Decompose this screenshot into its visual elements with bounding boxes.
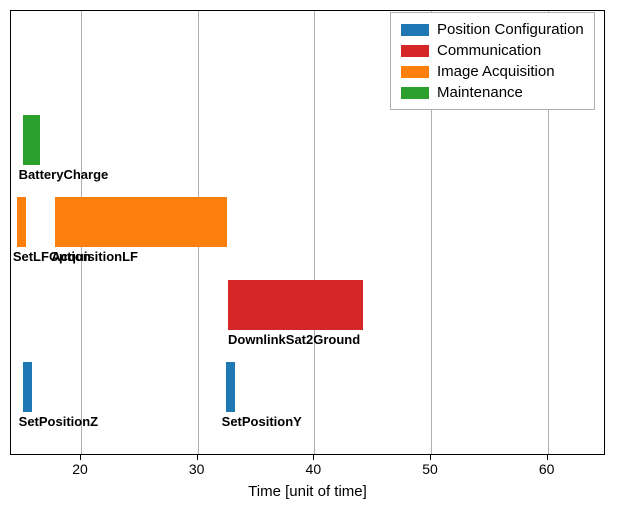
x-tick-label: 40 [306, 461, 322, 477]
x-tick-label: 50 [422, 461, 438, 477]
legend-item: Communication [401, 40, 584, 61]
legend-item: Image Acquisition [401, 61, 584, 82]
legend-swatch [401, 87, 429, 99]
legend-label: Position Configuration [437, 21, 584, 38]
gridline [314, 11, 315, 454]
legend-swatch [401, 45, 429, 57]
gantt-chart: SetPositionZ SetPositionY DownlinkSat2Grou… [0, 0, 620, 516]
gantt-bar-label: DownlinkSat2Ground [228, 332, 360, 347]
x-tick-label: 30 [189, 461, 205, 477]
gantt-bar-label: SetPositionZ [19, 414, 98, 429]
legend: Position Configuration Communication Image… [390, 12, 595, 110]
legend-swatch [401, 24, 429, 36]
legend-label: Maintenance [437, 84, 523, 101]
gantt-bar [228, 280, 363, 330]
x-tick-label: 60 [539, 461, 555, 477]
gantt-bar [55, 197, 227, 247]
x-tick [313, 455, 314, 460]
x-tick [430, 455, 431, 460]
gantt-bar [23, 362, 32, 412]
legend-item: Position Configuration [401, 19, 584, 40]
x-tick [197, 455, 198, 460]
legend-label: Image Acquisition [437, 63, 555, 80]
legend-label: Communication [437, 42, 541, 59]
legend-swatch [401, 66, 429, 78]
gantt-bar [17, 197, 26, 247]
x-axis-label: Time [unit of time] [248, 483, 367, 500]
x-tick [80, 455, 81, 460]
gantt-bar [23, 115, 41, 165]
gantt-bar-label: AcquisitionLF [51, 249, 138, 264]
gantt-bar-label: BatteryCharge [19, 167, 109, 182]
x-tick-label: 20 [72, 461, 88, 477]
gantt-bar-label: SetPositionY [222, 414, 302, 429]
legend-item: Maintenance [401, 82, 584, 103]
gantt-bar [226, 362, 235, 412]
x-tick [547, 455, 548, 460]
